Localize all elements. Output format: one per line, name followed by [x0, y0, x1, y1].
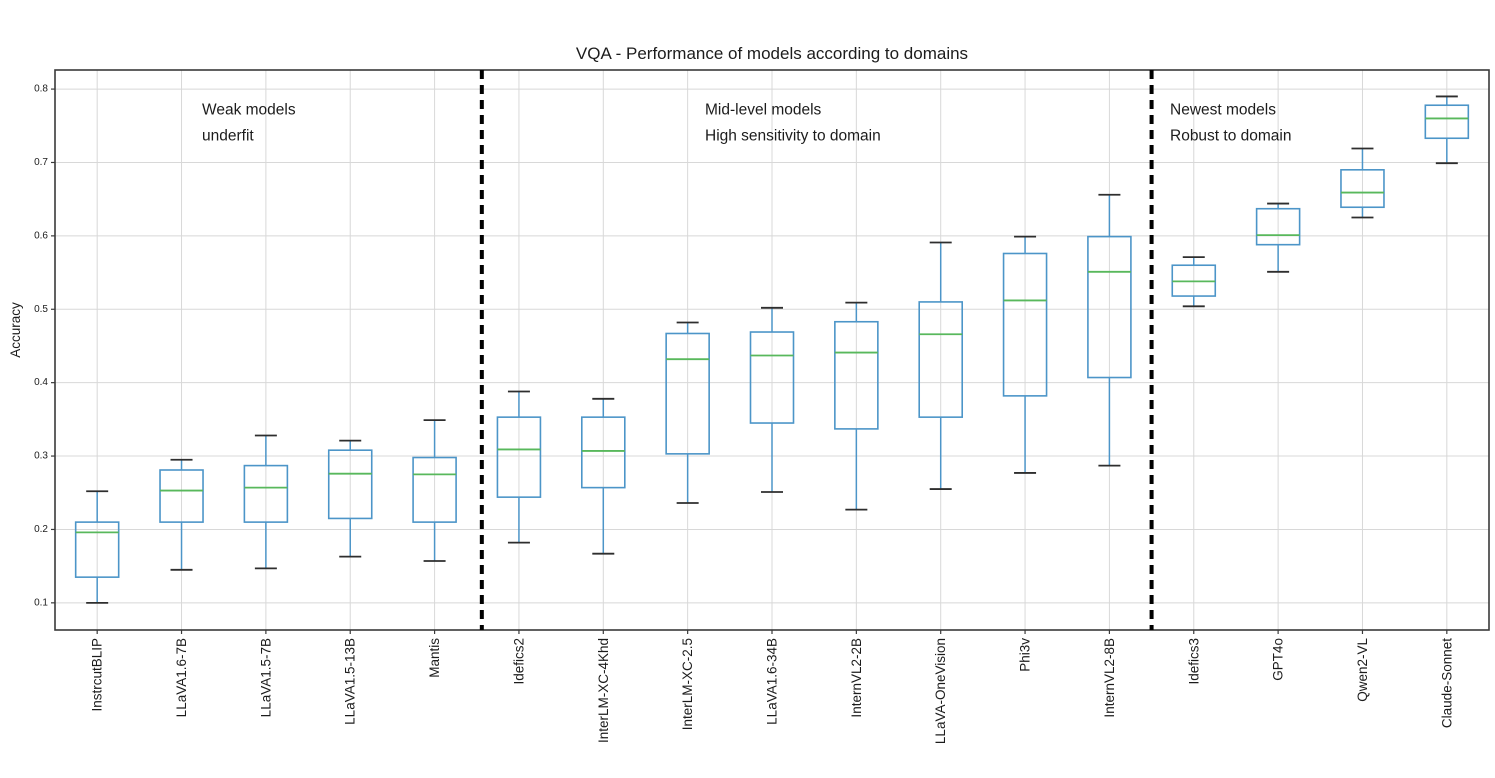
x-tick-label: Phi3v	[1018, 638, 1033, 672]
x-tick-label: LLaVA1.6-34B	[765, 638, 780, 725]
x-tick-label: InstrcutBLIP	[90, 638, 105, 712]
box-iqr	[159, 469, 204, 523]
y-tick-label: 0.2	[34, 524, 48, 535]
box-iqr	[1002, 252, 1048, 397]
group-annotation-text: High sensitivity to domain	[705, 128, 881, 145]
y-tick-label: 0.7	[34, 157, 48, 168]
box-iqr	[918, 301, 964, 418]
y-tick-label: 0.6	[34, 230, 48, 241]
x-tick-label: LLaVA1.5-7B	[258, 638, 273, 717]
x-tick-label: InternVL2-8B	[1102, 638, 1117, 718]
y-tick-label: 0.5	[34, 304, 48, 315]
box-iqr	[1340, 169, 1385, 209]
box-iqr	[74, 521, 120, 578]
x-tick-label: Idefics2	[511, 638, 526, 685]
box-iqr	[749, 331, 795, 424]
group-annotation-text: underfit	[202, 128, 254, 145]
box-iqr	[327, 449, 373, 520]
group-annotation-text: Newest models	[1170, 102, 1276, 119]
chart-title: VQA - Performance of models according to…	[575, 44, 969, 63]
y-tick-label: 0.1	[34, 597, 48, 608]
y-tick-label: 0.4	[34, 377, 48, 388]
box-iqr	[1087, 235, 1132, 379]
x-tick-label: InternVL2-2B	[849, 638, 864, 718]
y-tick-label: 0.3	[34, 451, 48, 462]
group-annotation-text: Weak models	[202, 102, 296, 119]
x-tick-label: InterLM-XC-4Khd	[596, 638, 611, 743]
x-tick-label: LLaVA1.5-13B	[343, 638, 358, 725]
x-tick-label: InterLM-XC-2.5	[680, 638, 695, 730]
box-iqr	[665, 332, 710, 455]
x-tick-label: Idefics3	[1186, 638, 1201, 685]
box-iqr	[580, 416, 626, 489]
x-tick-label: GPT4o	[1271, 638, 1286, 681]
box-iqr	[1255, 207, 1301, 246]
group-annotation-text: Mid-level models	[705, 102, 822, 119]
box-iqr	[243, 464, 289, 523]
x-tick-label: Qwen2-VL	[1355, 638, 1370, 702]
y-tick-label: 0.8	[34, 84, 48, 95]
x-tick-label: LLaVA-OneVision	[933, 638, 948, 744]
x-tick-label: Mantis	[427, 638, 442, 678]
box-iqr	[1424, 104, 1470, 140]
box-iqr	[834, 320, 879, 430]
x-tick-label: Claude-Sonnet	[1439, 638, 1454, 728]
box-iqr	[496, 416, 542, 498]
x-tick-label: LLaVA1.6-7B	[174, 638, 189, 717]
box-iqr	[412, 456, 457, 523]
group-annotation-text: Robust to domain	[1170, 128, 1292, 145]
